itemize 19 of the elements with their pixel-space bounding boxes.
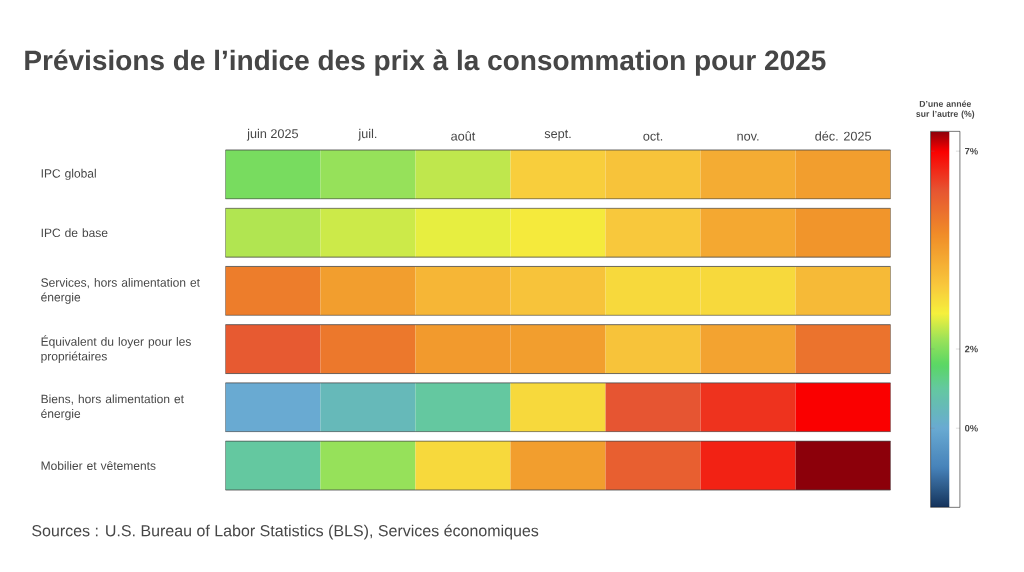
x-tick-label: déc. 2025 <box>815 131 872 141</box>
source-note: Sources : U.S. Bureau of Labor Statistics (BLS), Services économiques <box>32 524 539 540</box>
x-tick-label: oct. <box>643 132 663 141</box>
y-tick-label: IPC global <box>41 168 96 181</box>
y-tick-label: IPC de base <box>41 228 108 238</box>
color-bar-title: D’une année sur l’autre (%) <box>916 100 975 119</box>
y-tick-label: Équivalent du loyer pour les propriétaires <box>41 335 191 363</box>
x-tick-label: sept. <box>544 129 571 141</box>
y-tick-label: Biens, hors alimentation et énergie <box>41 394 184 421</box>
color-bar-label: 7% <box>965 147 978 155</box>
x-tick-label: nov. <box>737 133 759 141</box>
x-tick-label: juil. <box>358 128 377 141</box>
y-tick-label: Services, hors alimentation et énergie <box>41 277 200 304</box>
color-bar-label: 0% <box>965 424 978 432</box>
color-bar-label: 2% <box>964 345 978 353</box>
y-tick-label: Mobilier et vêtements <box>41 461 156 470</box>
x-tick-label: juin 2025 <box>246 128 299 141</box>
x-tick-label: août <box>451 131 476 141</box>
chart-title: Prévisions de l’indice des prix à la consommation pour 2025 <box>25 49 826 76</box>
